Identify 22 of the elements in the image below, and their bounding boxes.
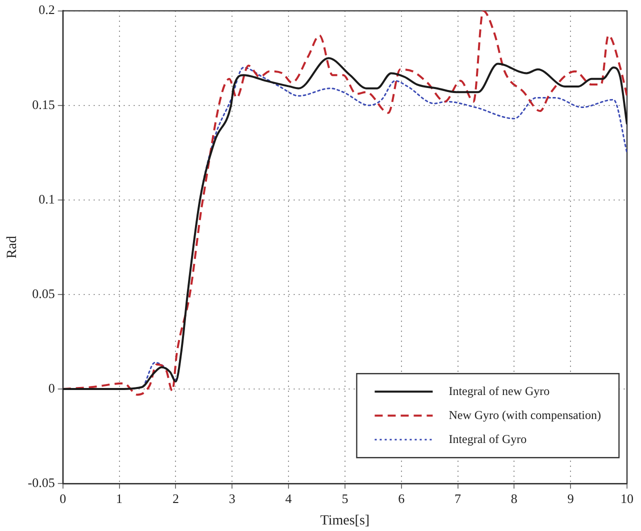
x-tick-label: 9 xyxy=(567,490,574,506)
x-tick-label: 3 xyxy=(228,490,236,506)
y-tick-label: -0.05 xyxy=(28,475,55,490)
x-tick-label: 8 xyxy=(510,490,518,506)
y-axis-title: Rad xyxy=(5,236,20,258)
x-tick-label: 2 xyxy=(172,490,179,506)
y-tick-label: 0.05 xyxy=(32,286,55,301)
legend-label: New Gyro (with compensation) xyxy=(448,408,602,422)
y-tick-label: 0.2 xyxy=(38,2,55,18)
x-tick-label: 6 xyxy=(398,490,406,506)
y-tick-label: 0.1 xyxy=(38,191,55,206)
x-tick-label: 1 xyxy=(116,490,123,506)
y-tick-label: 0 xyxy=(48,380,55,396)
x-tick-label: 7 xyxy=(454,490,462,506)
legend-label: Integral of Gyro xyxy=(448,432,527,446)
y-tick-label: 0.15 xyxy=(32,96,55,112)
x-tick-label: 10 xyxy=(620,490,634,506)
x-tick-label: 4 xyxy=(285,490,292,506)
x-axis-title: Times[s] xyxy=(320,513,370,528)
legend-label: Integral of new Gyro xyxy=(448,384,550,398)
x-tick-label: 0 xyxy=(60,490,66,506)
x-tick-label: 5 xyxy=(342,490,348,506)
